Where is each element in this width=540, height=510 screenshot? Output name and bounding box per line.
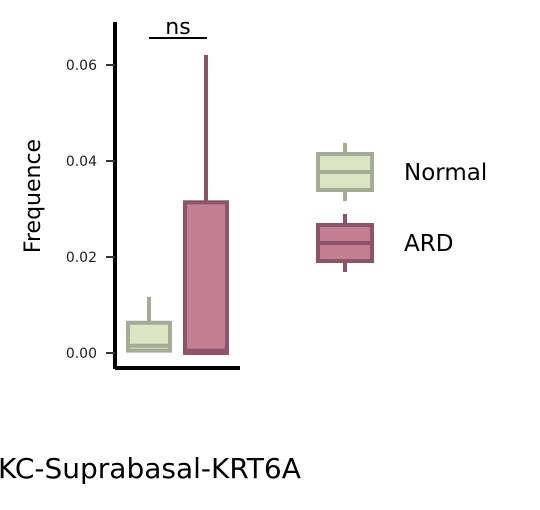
boxes <box>126 54 229 355</box>
y-tick-label: 0.06 <box>66 58 97 74</box>
y-axis-title: Frequence <box>21 139 46 253</box>
y-tick-label: 0.04 <box>66 154 97 170</box>
legend-item-ard: ARD <box>316 214 453 272</box>
box-body <box>183 200 229 355</box>
y-ticks: 0.00 0.02 0.04 0.06 <box>66 58 115 362</box>
significance-label: ns <box>165 15 190 40</box>
legend-label-normal: Normal <box>404 160 487 186</box>
box-ard <box>183 54 229 355</box>
legend-key-normal <box>316 143 374 201</box>
legend: Normal ARD <box>316 143 487 272</box>
legend-label-ard: ARD <box>404 231 453 257</box>
chart-title: KC-Suprabasal-KRT6A <box>0 452 301 485</box>
significance-annotation: ns <box>149 15 207 40</box>
legend-item-normal: Normal <box>316 143 487 201</box>
y-tick-label: 0.02 <box>66 250 97 266</box>
y-tick-label: 0.00 <box>66 346 97 362</box>
legend-key-ard <box>316 214 374 272</box>
axes <box>113 22 240 370</box>
box-normal <box>126 296 172 353</box>
